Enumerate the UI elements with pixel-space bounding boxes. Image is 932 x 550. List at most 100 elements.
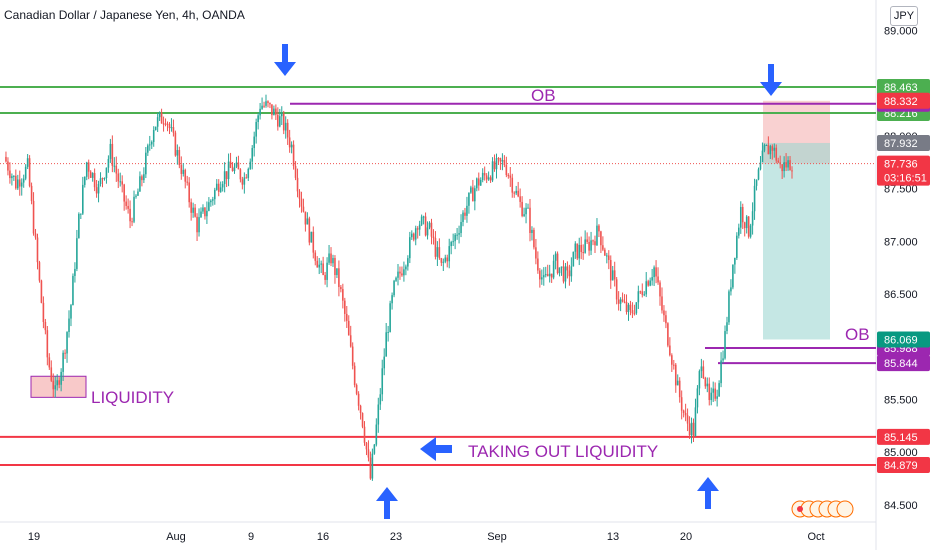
candle-body — [52, 380, 55, 390]
last-price-tag-countdown: 03:16:51 — [884, 173, 927, 185]
candle-body — [440, 258, 443, 263]
candle-body — [93, 173, 96, 188]
candle-body — [198, 217, 200, 233]
candle-body — [444, 257, 447, 262]
candle-body — [509, 175, 512, 178]
candle-body — [241, 179, 244, 185]
candle-body — [271, 104, 273, 116]
candle-body — [322, 263, 324, 276]
time-tick-label: 23 — [390, 531, 402, 543]
candle-body — [763, 145, 766, 151]
candle-body — [552, 260, 555, 278]
candle-body — [82, 184, 84, 214]
candle-body — [454, 234, 456, 242]
candle-body — [407, 258, 409, 267]
candle-body — [588, 241, 590, 251]
candle-body — [133, 196, 135, 222]
candle-body — [676, 380, 679, 386]
candle-body — [424, 216, 427, 236]
candle-body — [639, 291, 642, 293]
candle-body — [369, 457, 372, 479]
candle-body — [761, 150, 764, 163]
candle-body — [296, 177, 299, 192]
candle-body — [611, 270, 614, 281]
candle-body — [113, 165, 116, 167]
candle-body — [78, 213, 80, 239]
candle-body — [485, 175, 488, 180]
candle-body — [753, 185, 756, 212]
candle-body — [202, 207, 204, 212]
price-grid — [0, 0, 877, 550]
candle-body — [499, 158, 502, 162]
candle-body — [381, 368, 384, 395]
candle-body — [235, 162, 238, 167]
candle-body — [188, 182, 190, 203]
price-tag-text: 88.332 — [884, 96, 918, 108]
candle-body — [355, 385, 358, 394]
taking-out-liquidity-label: TAKING OUT LIQUIDITY — [468, 442, 658, 461]
price-tag — [877, 134, 930, 151]
candle-body — [46, 330, 49, 358]
candle-body — [314, 252, 317, 261]
candle-body — [609, 260, 612, 281]
candle-body — [176, 150, 179, 156]
candle-body — [121, 181, 123, 185]
candle-body — [661, 296, 663, 311]
candle-body — [596, 225, 598, 246]
time-axis[interactable]: 19 Aug 9 16 23 Sep 13 20 Oct — [28, 531, 825, 543]
candle-body — [410, 233, 413, 238]
candle-body — [127, 205, 129, 209]
candle-body — [105, 167, 108, 179]
candle-body — [255, 122, 257, 137]
candle-body — [249, 161, 252, 169]
candle-body — [783, 162, 785, 172]
candle-body — [379, 394, 382, 405]
candle-body — [470, 187, 472, 193]
candle-body — [62, 352, 64, 372]
candle-body — [363, 426, 366, 443]
candle-body — [156, 117, 159, 127]
price-tags: 88.46388.21688.30485.98885.84485.14584.8… — [877, 78, 930, 473]
candle-body — [539, 270, 541, 280]
candle-body — [351, 346, 354, 366]
candle-body — [210, 200, 212, 203]
currency-button[interactable]: JPY — [890, 6, 918, 26]
candle-body — [20, 182, 23, 187]
candle-body — [277, 114, 279, 127]
candle-body — [87, 162, 90, 172]
candle-body — [428, 222, 431, 228]
candle-body — [286, 122, 289, 138]
ob-top-label: OB — [531, 86, 556, 105]
candle-body — [511, 177, 514, 193]
candle-body — [172, 127, 175, 133]
tradingview-logo — [791, 500, 854, 518]
candle-body — [280, 113, 283, 117]
candle-body — [708, 383, 711, 401]
candle-body — [109, 143, 112, 159]
candle-body — [548, 273, 551, 277]
candle-body — [135, 195, 137, 197]
candle-body — [544, 274, 547, 276]
candle-body — [493, 161, 496, 170]
price-tick-label: 85.000 — [884, 447, 918, 459]
current-pnl-zone — [763, 142, 830, 164]
candle-body — [554, 253, 557, 261]
candle-body — [643, 294, 646, 296]
candle-body — [99, 178, 102, 185]
candle-body — [647, 281, 649, 286]
candle-body — [448, 246, 451, 262]
candle-body — [775, 147, 778, 161]
candle-body — [732, 264, 734, 288]
candle-body — [450, 242, 452, 247]
candle-body — [294, 165, 297, 178]
candle-body — [592, 240, 594, 242]
candle-body — [556, 253, 559, 274]
candle-body — [326, 262, 328, 280]
candle-body — [257, 115, 259, 123]
candle-body — [456, 234, 458, 236]
candle-body — [736, 235, 738, 258]
candle-body — [340, 286, 342, 290]
candle-body — [627, 304, 630, 313]
candle-body — [527, 207, 529, 209]
